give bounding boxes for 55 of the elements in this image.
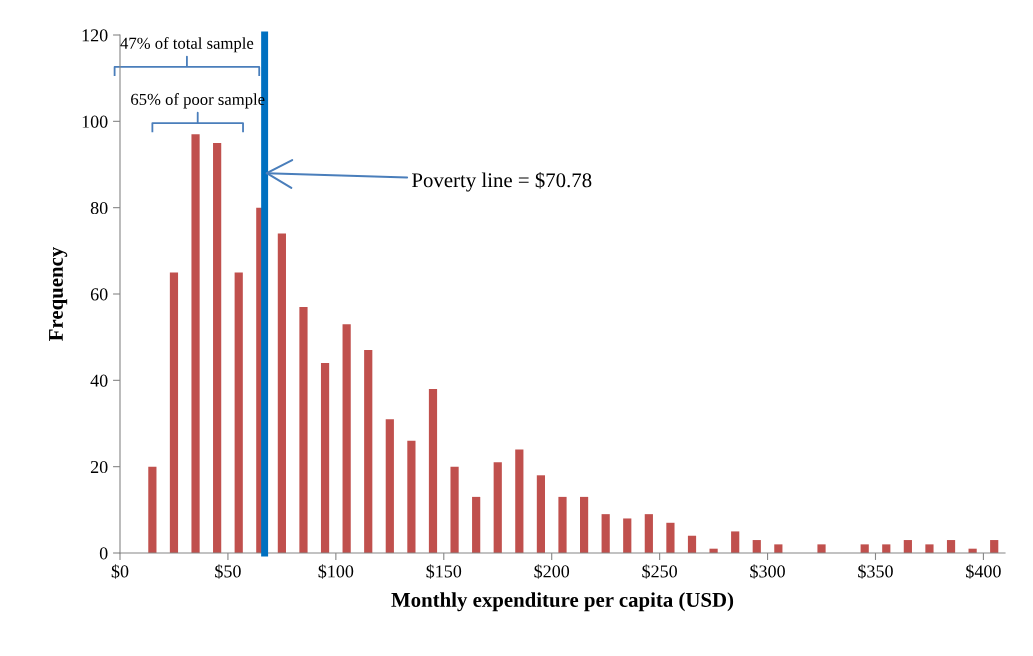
y-tick-label: 60 <box>90 288 108 301</box>
x-tick-label: $400 <box>966 564 1001 579</box>
bar <box>299 306 308 553</box>
bar <box>860 544 869 553</box>
bar <box>515 449 524 553</box>
bar <box>213 142 222 553</box>
bar <box>450 466 459 553</box>
bar <box>169 272 179 553</box>
y-tick-label: 120 <box>82 29 108 42</box>
bar <box>234 272 243 553</box>
bar <box>731 531 740 553</box>
bar <box>364 350 373 553</box>
y-tick-label: 80 <box>90 201 108 215</box>
y-tick-label: 40 <box>90 374 108 387</box>
bar <box>558 496 567 553</box>
y-tick-label: 100 <box>82 115 108 128</box>
bar <box>903 540 912 553</box>
x-tick-label: $50 <box>215 564 241 579</box>
x-tick-label: $100 <box>318 564 354 579</box>
x-tick-label: $0 <box>111 564 129 579</box>
bar <box>277 233 286 553</box>
bar <box>752 540 761 553</box>
x-tick-label: $150 <box>426 564 462 579</box>
bar <box>623 518 632 553</box>
bar <box>191 134 200 553</box>
bar <box>774 544 783 553</box>
y-axis-title: Frequency <box>49 246 68 341</box>
bar <box>493 462 502 553</box>
bar <box>925 544 934 553</box>
bar <box>148 466 157 553</box>
bar <box>579 496 589 553</box>
bar <box>990 540 999 553</box>
x-tick-label: $350 <box>858 564 893 579</box>
bar <box>385 419 394 553</box>
x-axis-title: Monthly expenditure per capita (USD) <box>391 592 734 612</box>
y-tick-label: 20 <box>90 460 108 474</box>
bar <box>666 522 675 553</box>
bar <box>817 544 826 553</box>
annotation: 47% of total sample <box>120 36 254 53</box>
bar <box>428 388 438 553</box>
bar <box>472 496 481 553</box>
y-tick-label: 0 <box>99 547 108 560</box>
x-tick-label: $300 <box>750 564 785 579</box>
bar <box>946 540 956 553</box>
bar <box>342 324 351 553</box>
annotation: Poverty line = $70.78 <box>412 171 592 192</box>
bar <box>407 440 416 553</box>
bar <box>320 363 330 553</box>
bar <box>687 535 697 553</box>
x-tick-label: $250 <box>642 564 677 579</box>
x-tick-label: $200 <box>534 564 570 579</box>
bar <box>644 514 653 553</box>
bar <box>601 514 610 553</box>
bar <box>536 475 546 553</box>
bar <box>882 544 891 553</box>
